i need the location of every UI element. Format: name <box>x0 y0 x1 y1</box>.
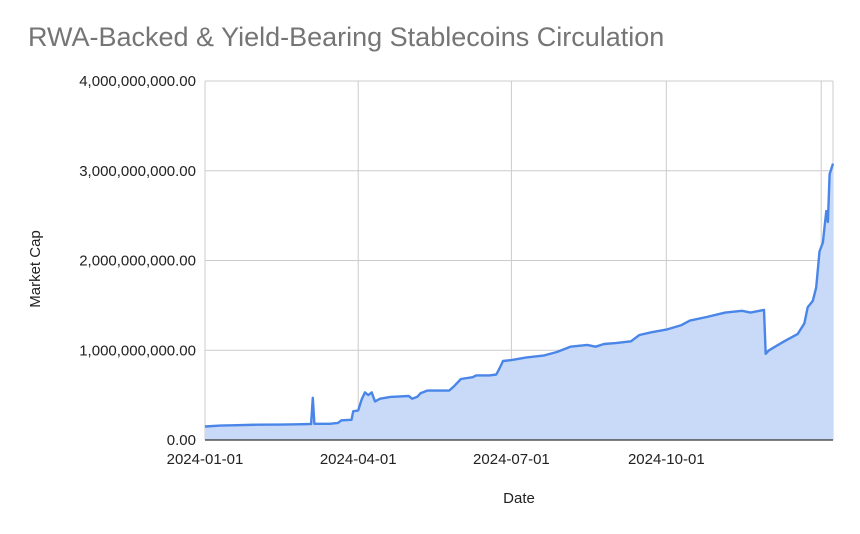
y-tick-label: 1,000,000,000.00 <box>79 342 196 359</box>
x-axis-ticks: 2024-01-01 2024-04-01 2024-07-01 2024-10-01 <box>167 451 705 468</box>
y-tick-label: 4,000,000,000.00 <box>79 73 196 90</box>
y-tick-label: 3,000,000,000.00 <box>79 163 196 180</box>
chart-title: RWA-Backed & Yield-Bearing Stablecoins C… <box>28 22 665 52</box>
y-axis-ticks: 0.00 1,000,000,000.00 2,000,000,000.00 3,00… <box>79 73 196 449</box>
x-tick-label: 2024-10-01 <box>628 451 705 468</box>
y-axis-title: Market Cap <box>27 230 44 308</box>
x-tick-label: 2024-07-01 <box>473 451 550 468</box>
x-axis-title: Date <box>503 490 535 507</box>
y-tick-label: 0.00 <box>167 432 196 449</box>
series-area-fill <box>205 163 833 440</box>
y-tick-label: 2,000,000,000.00 <box>79 253 196 270</box>
series-line <box>204 163 835 428</box>
area-layer <box>204 163 835 441</box>
x-tick-label: 2024-01-01 <box>167 451 244 468</box>
x-tick-label: 2024-04-01 <box>320 451 397 468</box>
